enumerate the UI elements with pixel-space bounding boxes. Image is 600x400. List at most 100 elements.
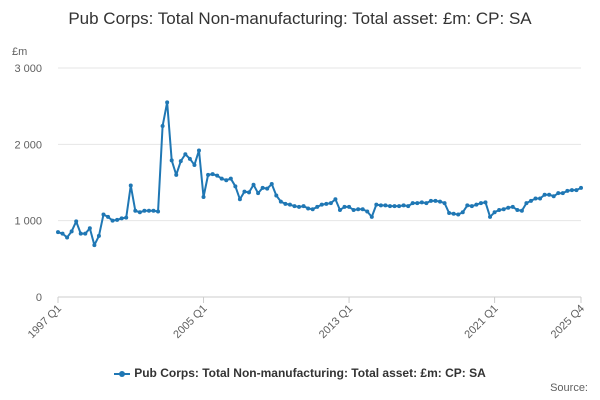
data-point[interactable]: [219, 176, 224, 181]
data-point[interactable]: [146, 208, 151, 213]
data-point[interactable]: [392, 204, 397, 209]
data-point[interactable]: [128, 183, 133, 188]
data-point[interactable]: [228, 176, 233, 181]
data-point[interactable]: [515, 207, 520, 212]
data-point[interactable]: [60, 231, 65, 236]
data-point[interactable]: [301, 204, 306, 209]
data-point[interactable]: [556, 191, 561, 196]
data-point[interactable]: [374, 202, 379, 207]
data-point[interactable]: [519, 208, 524, 213]
data-point[interactable]: [169, 158, 174, 163]
data-point[interactable]: [324, 201, 329, 206]
data-point[interactable]: [142, 208, 147, 213]
data-point[interactable]: [174, 172, 179, 177]
data-point[interactable]: [256, 191, 261, 196]
data-point[interactable]: [424, 201, 429, 206]
data-point[interactable]: [283, 201, 288, 206]
data-point[interactable]: [378, 203, 383, 208]
data-point[interactable]: [119, 216, 124, 221]
data-point[interactable]: [310, 207, 315, 212]
data-point[interactable]: [196, 148, 201, 153]
data-point[interactable]: [96, 233, 101, 238]
data-point[interactable]: [137, 210, 142, 215]
data-point[interactable]: [333, 197, 338, 202]
data-point[interactable]: [247, 190, 252, 195]
data-point[interactable]: [488, 214, 493, 219]
data-point[interactable]: [101, 212, 106, 217]
data-point[interactable]: [315, 204, 320, 209]
data-point[interactable]: [360, 207, 365, 212]
data-point[interactable]: [251, 182, 256, 187]
data-point[interactable]: [565, 188, 570, 193]
data-point[interactable]: [292, 204, 297, 209]
data-point[interactable]: [469, 204, 474, 209]
data-point[interactable]: [574, 188, 579, 193]
data-point[interactable]: [65, 235, 70, 240]
data-point[interactable]: [319, 202, 324, 207]
data-point[interactable]: [465, 203, 470, 208]
data-point[interactable]: [87, 226, 92, 231]
data-point[interactable]: [460, 210, 465, 215]
data-point[interactable]: [233, 184, 238, 189]
data-point[interactable]: [369, 214, 374, 219]
data-point[interactable]: [401, 203, 406, 208]
data-point[interactable]: [56, 230, 60, 235]
data-point[interactable]: [187, 156, 192, 161]
data-point[interactable]: [433, 198, 438, 203]
data-point[interactable]: [269, 182, 274, 187]
data-point[interactable]: [106, 214, 111, 219]
data-point[interactable]: [306, 206, 311, 211]
data-point[interactable]: [569, 188, 574, 193]
data-point[interactable]: [274, 193, 279, 198]
data-point[interactable]: [533, 196, 538, 201]
data-point[interactable]: [206, 172, 211, 177]
data-point[interactable]: [538, 196, 543, 201]
data-point[interactable]: [365, 209, 370, 214]
data-point[interactable]: [124, 215, 129, 220]
data-point[interactable]: [260, 185, 265, 190]
data-point[interactable]: [442, 201, 447, 206]
data-point[interactable]: [560, 191, 565, 196]
data-point[interactable]: [74, 219, 79, 224]
data-point[interactable]: [383, 203, 388, 208]
data-point[interactable]: [410, 201, 415, 206]
data-point[interactable]: [237, 197, 242, 202]
data-point[interactable]: [351, 207, 356, 212]
data-point[interactable]: [506, 205, 511, 210]
data-point[interactable]: [115, 217, 120, 222]
data-point[interactable]: [483, 200, 488, 205]
data-point[interactable]: [347, 204, 352, 209]
data-point[interactable]: [551, 194, 556, 199]
data-point[interactable]: [497, 207, 502, 212]
data-point[interactable]: [406, 204, 411, 209]
data-point[interactable]: [183, 152, 188, 157]
data-point[interactable]: [160, 124, 165, 129]
legend[interactable]: Pub Corps: Total Non-manufacturing: Tota…: [0, 366, 600, 380]
data-point[interactable]: [387, 204, 392, 209]
data-point[interactable]: [542, 192, 547, 197]
data-point[interactable]: [215, 173, 220, 178]
data-point[interactable]: [492, 210, 497, 215]
data-point[interactable]: [579, 185, 583, 190]
data-point[interactable]: [165, 100, 170, 105]
data-point[interactable]: [297, 204, 302, 209]
data-point[interactable]: [478, 201, 483, 206]
data-point[interactable]: [451, 211, 456, 216]
data-point[interactable]: [547, 192, 552, 197]
data-point[interactable]: [419, 200, 424, 205]
data-point[interactable]: [528, 198, 533, 203]
data-point[interactable]: [328, 201, 333, 206]
data-point[interactable]: [474, 202, 479, 207]
data-point[interactable]: [415, 201, 420, 206]
data-point[interactable]: [456, 212, 461, 217]
data-point[interactable]: [151, 208, 156, 213]
data-point[interactable]: [501, 207, 506, 212]
data-point[interactable]: [242, 189, 247, 194]
data-point[interactable]: [510, 204, 515, 209]
data-point[interactable]: [278, 199, 283, 204]
data-point[interactable]: [110, 218, 115, 223]
data-point[interactable]: [210, 172, 215, 177]
data-point[interactable]: [265, 186, 270, 191]
data-point[interactable]: [156, 209, 161, 214]
data-point[interactable]: [201, 195, 206, 200]
